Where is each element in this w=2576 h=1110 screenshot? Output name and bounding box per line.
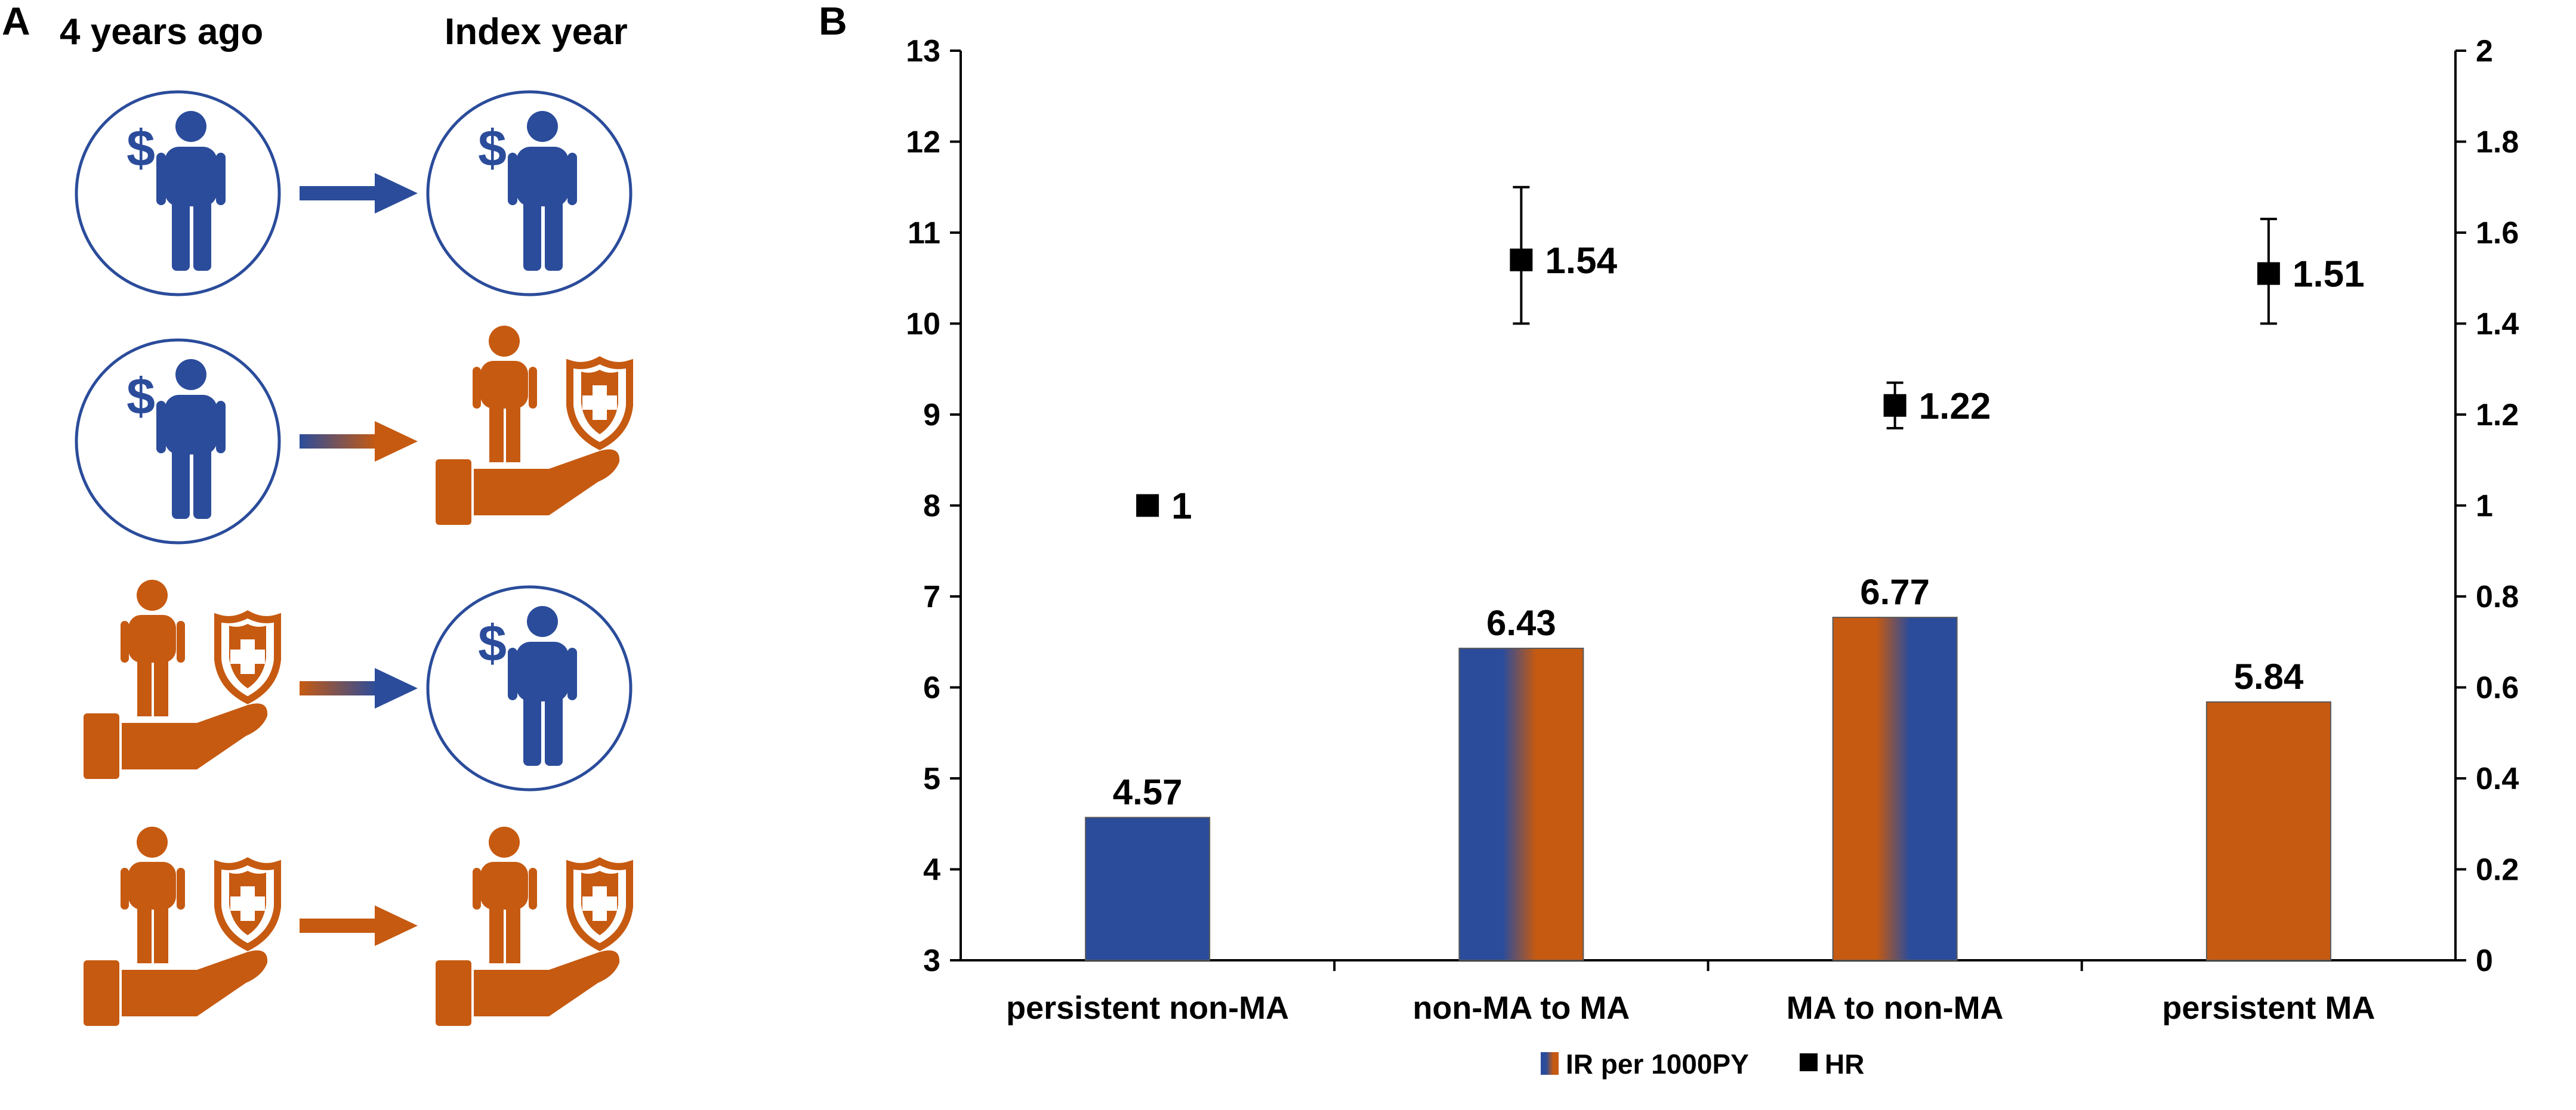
y-tick-label-right: 1.2: [2476, 398, 2519, 432]
x-tick-label: MA to non-MA: [1787, 990, 2004, 1026]
person-dollar-icon: [428, 587, 631, 790]
legend-label-hr: HR: [1825, 1049, 1864, 1080]
y-tick-label-left: 4: [923, 853, 940, 888]
y-tick-label-right: 0.8: [2476, 580, 2519, 614]
person-dollar-icon: [76, 340, 279, 543]
person-hand-shield-icon: [436, 827, 630, 1026]
bar-value-label: 6.77: [1860, 572, 1930, 612]
y-tick-label-right: 2: [2476, 34, 2493, 69]
legend-swatch-hr: [1800, 1053, 1818, 1071]
x-tick-label: non-MA to MA: [1412, 990, 1630, 1026]
y-tick-label-left: 12: [906, 125, 940, 160]
y-tick-label-right: 0.6: [2476, 671, 2519, 706]
y-tick-label-right: 0.4: [2476, 762, 2519, 796]
hr-value-label: 1: [1171, 486, 1192, 527]
y-tick-label-right: 1: [2476, 489, 2493, 524]
person-hand-shield-icon: [436, 326, 630, 525]
x-tick-label: persistent non-MA: [1006, 990, 1289, 1026]
y-tick-label-left: 7: [923, 580, 940, 614]
y-tick-label-left: 5: [923, 762, 940, 796]
y-tick-label-right: 1.4: [2476, 307, 2519, 342]
transition-row-3: [84, 580, 631, 790]
hr-value-label: 1.51: [2293, 254, 2365, 295]
y-tick-label-right: 1.6: [2476, 216, 2519, 251]
y-tick-label-left: 13: [906, 34, 940, 69]
y-tick-label-left: 8: [923, 489, 940, 524]
bar: [2205, 701, 2331, 961]
col-label-left: 4 years ago: [60, 11, 263, 52]
legend-label-ir: IR per 1000PY: [1566, 1049, 1749, 1080]
transition-row-2: [76, 326, 630, 543]
transition-row-4: [84, 827, 630, 1026]
bar-value-label: 4.57: [1113, 772, 1183, 812]
panel-a-label: A: [2, 0, 30, 43]
person-hand-shield-icon: [84, 580, 277, 779]
panel-a: A 4 years ago Index year: [2, 0, 631, 1026]
legend-swatch-ir: [1541, 1052, 1559, 1075]
person-dollar-icon: [76, 92, 279, 295]
col-label-right: Index year: [445, 11, 628, 52]
bar: [1458, 647, 1584, 961]
arrow-icon: [300, 421, 418, 462]
chart: 34567891011121300.20.40.60.811.21.41.61.…: [906, 34, 2519, 1080]
y-tick-label-right: 0: [2476, 944, 2493, 978]
hr-value-label: 1.54: [1545, 240, 1617, 282]
panel-b: B 34567891011121300.20.40.60.811.21.41.6…: [819, 0, 2519, 1080]
bar-value-label: 5.84: [2233, 657, 2303, 697]
hr-point: [2257, 262, 2280, 285]
transition-row-1: [76, 92, 631, 295]
bar: [1832, 617, 1958, 961]
hr-point: [1510, 248, 1533, 271]
person-hand-shield-icon: [84, 827, 277, 1026]
arrow-icon: [300, 668, 418, 709]
y-tick-label-left: 11: [908, 216, 940, 251]
hr-value-label: 1.22: [1919, 386, 1991, 427]
arrow-icon: [300, 905, 418, 946]
y-tick-label-left: 10: [906, 307, 940, 342]
bar-value-label: 6.43: [1486, 603, 1556, 643]
hr-point: [1883, 394, 1906, 417]
hr-point: [1136, 494, 1159, 517]
x-tick-label: persistent MA: [2162, 990, 2375, 1026]
y-tick-label-left: 3: [923, 944, 940, 978]
bar: [1085, 817, 1211, 961]
panel-b-label: B: [819, 0, 847, 43]
y-tick-label-right: 1.8: [2476, 125, 2519, 160]
arrow-icon: [300, 173, 418, 214]
y-tick-label-left: 6: [923, 671, 940, 706]
y-tick-label-left: 9: [923, 398, 940, 432]
person-dollar-icon: [428, 92, 631, 295]
y-tick-label-right: 0.2: [2476, 853, 2519, 888]
